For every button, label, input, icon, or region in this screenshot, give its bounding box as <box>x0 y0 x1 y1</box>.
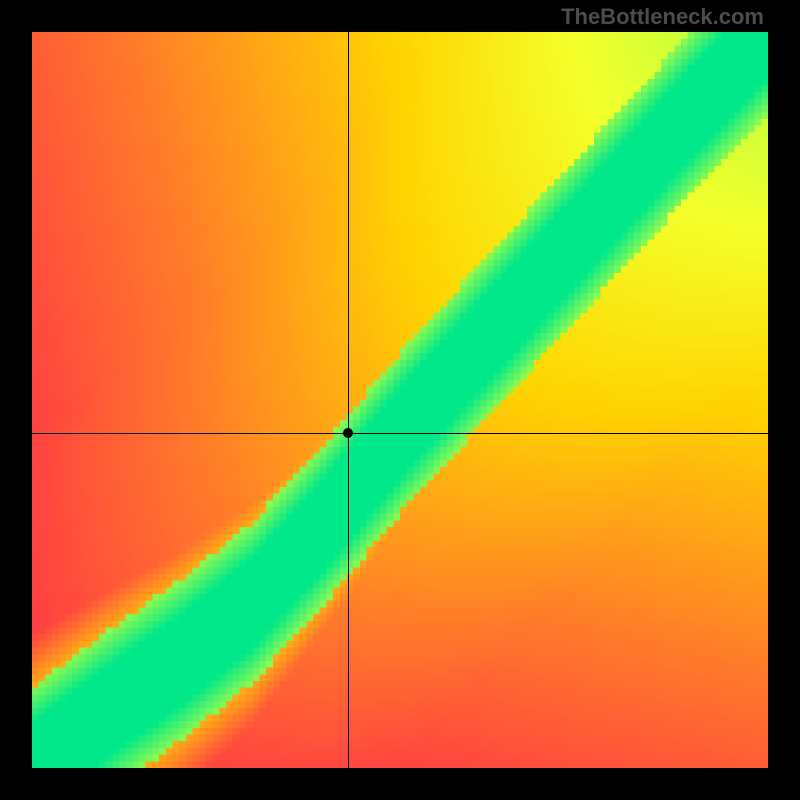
crosshair-horizontal <box>32 433 768 434</box>
heatmap-canvas <box>32 32 768 768</box>
watermark-text: TheBottleneck.com <box>561 4 764 30</box>
crosshair-vertical <box>348 32 349 768</box>
heatmap-plot <box>32 32 768 768</box>
